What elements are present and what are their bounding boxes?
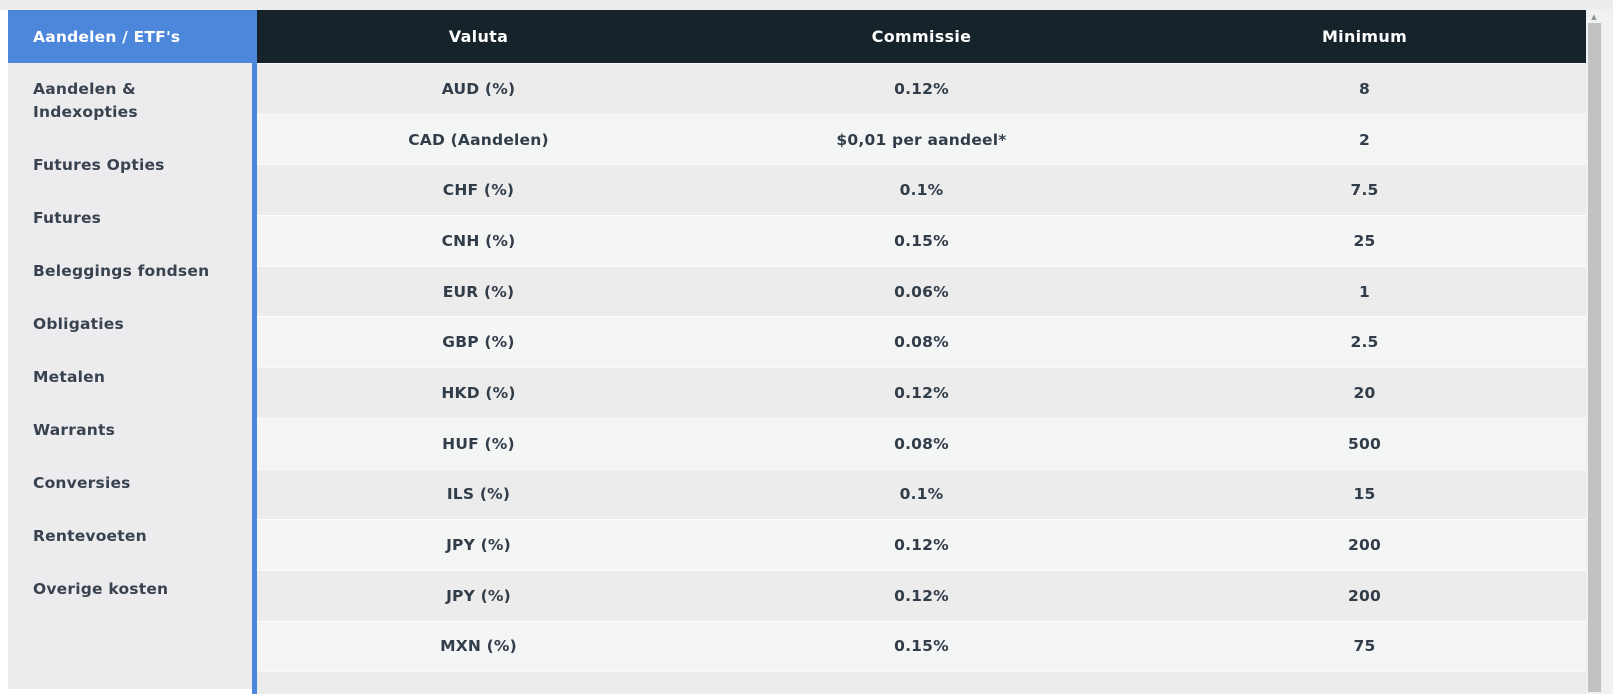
- sidebar-item-warrants[interactable]: Warrants: [8, 404, 257, 457]
- sidebar-item-label: Warrants: [33, 421, 116, 439]
- valuta-cell: HUF (%): [442, 434, 515, 453]
- sidebar-item-overige-kosten[interactable]: Overige kosten: [8, 563, 257, 616]
- valuta-cell: JPY (%): [446, 536, 511, 555]
- commissie-cell: 0.08%: [894, 434, 949, 453]
- sidebar-item-label: Futures: [33, 209, 102, 227]
- category-sidebar: Aandelen / ETF's Aandelen & Indexopties …: [8, 10, 257, 694]
- valuta-cell: MXN (%): [440, 637, 517, 656]
- commissie-cell: 0.12%: [894, 586, 949, 605]
- sidebar-item-conversies[interactable]: Conversies: [8, 457, 257, 510]
- valuta-cell: AUD (%): [441, 79, 516, 98]
- minimum-cell: 15: [1353, 485, 1376, 504]
- sidebar-item-aandelen-indexopties[interactable]: Aandelen & Indexopties: [8, 63, 257, 139]
- valuta-cell: CHF (%): [442, 181, 515, 200]
- sidebar-item-label: Aandelen & Indexopties: [33, 80, 138, 121]
- minimum-cell: 1: [1359, 282, 1370, 301]
- table-row: HUF (%) 0.08% 500: [257, 417, 1586, 469]
- minimum-cell: 8: [1359, 79, 1370, 98]
- minimum-cell: 25: [1353, 231, 1376, 250]
- valuta-cell: HKD (%): [441, 383, 516, 402]
- minimum-cell: 500: [1348, 434, 1381, 453]
- commissie-cell: 0.15%: [894, 637, 949, 656]
- minimum-cell: 200: [1348, 536, 1381, 555]
- sidebar-item-label: Beleggings fondsen: [33, 262, 210, 280]
- commissie-cell: 0.06%: [894, 282, 949, 301]
- table-row: HKD (%) 0.12% 20: [257, 367, 1586, 418]
- sidebar-item-obligaties[interactable]: Obligaties: [8, 298, 257, 351]
- commissie-cell: 0.12%: [894, 383, 949, 402]
- sidebar-item-label: Metalen: [33, 368, 106, 386]
- table-row: ILS (%) 0.1% 15: [257, 468, 1586, 520]
- sidebar-item-label: Rentevoeten: [33, 527, 147, 545]
- sidebar-item-rentevoeten[interactable]: Rentevoeten: [8, 510, 257, 563]
- sidebar-item-metalen[interactable]: Metalen: [8, 351, 257, 404]
- fees-table-header: Valuta Commissie Minimum: [257, 10, 1586, 63]
- column-header-minimum: Minimum: [1321, 27, 1408, 46]
- table-row-partial: [257, 671, 1586, 694]
- page-top-strip: [0, 0, 1613, 10]
- valuta-cell: GBP (%): [442, 333, 515, 352]
- sidebar-item-aandelen-etfs[interactable]: Aandelen / ETF's: [8, 10, 257, 63]
- table-row: CAD (Aandelen) $0,01 per aandeel* 2: [257, 113, 1586, 165]
- sidebar-item-label: Obligaties: [33, 315, 124, 333]
- main-layout: Aandelen / ETF's Aandelen & Indexopties …: [0, 10, 1613, 694]
- fees-table: Valuta Commissie Minimum AUD (%) 0.12% 8…: [257, 10, 1586, 694]
- commissie-cell: 0.1%: [899, 181, 944, 200]
- minimum-cell: 2.5: [1350, 333, 1379, 352]
- sidebar-item-futures[interactable]: Futures: [8, 192, 257, 245]
- table-row: JPY (%) 0.12% 200: [257, 519, 1586, 570]
- commissie-cell: 0.12%: [894, 79, 949, 98]
- minimum-cell: 7.5: [1350, 181, 1379, 200]
- left-margin: [0, 10, 8, 694]
- minimum-cell: 20: [1353, 383, 1376, 402]
- sidebar-item-label: Futures Opties: [33, 156, 165, 174]
- column-header-valuta: Valuta: [448, 27, 509, 46]
- scrollbar-thumb[interactable]: [1588, 23, 1601, 692]
- table-row: CNH (%) 0.15% 25: [257, 215, 1586, 266]
- table-row: JPY (%) 0.12% 200: [257, 569, 1586, 621]
- valuta-cell: CAD (Aandelen): [408, 130, 549, 149]
- commissie-cell: 0.15%: [894, 231, 949, 250]
- sidebar-list: Aandelen & Indexopties Futures Opties Fu…: [8, 63, 257, 689]
- valuta-cell: JPY (%): [446, 586, 511, 605]
- commissie-cell: $0,01 per aandeel*: [836, 130, 1007, 149]
- minimum-cell: 75: [1353, 637, 1376, 656]
- table-row: EUR (%) 0.06% 1: [257, 265, 1586, 317]
- table-row: CHF (%) 0.1% 7.5: [257, 164, 1586, 216]
- sidebar-accent-bar: [252, 10, 257, 694]
- valuta-cell: ILS (%): [446, 485, 511, 504]
- table-row: AUD (%) 0.12% 8: [257, 63, 1586, 114]
- sidebar-item-label: Overige kosten: [33, 580, 169, 598]
- sidebar-item-label: Aandelen / ETF's: [33, 27, 181, 46]
- sidebar-item-futures-opties[interactable]: Futures Opties: [8, 139, 257, 192]
- commissie-cell: 0.08%: [894, 333, 949, 352]
- minimum-cell: 200: [1348, 586, 1381, 605]
- scrollbar: ▲: [1586, 10, 1613, 694]
- commissie-cell: 0.12%: [894, 536, 949, 555]
- valuta-cell: CNH (%): [441, 231, 516, 250]
- table-row: MXN (%) 0.15% 75: [257, 620, 1586, 672]
- sidebar-item-label: Conversies: [33, 474, 131, 492]
- scrollbar-up-arrow-icon[interactable]: ▲: [1591, 13, 1597, 21]
- column-header-commissie: Commissie: [871, 27, 972, 46]
- minimum-cell: 2: [1359, 130, 1370, 149]
- commissie-cell: 0.1%: [899, 485, 944, 504]
- table-row: GBP (%) 0.08% 2.5: [257, 316, 1586, 368]
- valuta-cell: EUR (%): [442, 282, 515, 301]
- sidebar-item-beleggings-fondsen[interactable]: Beleggings fondsen: [8, 245, 257, 298]
